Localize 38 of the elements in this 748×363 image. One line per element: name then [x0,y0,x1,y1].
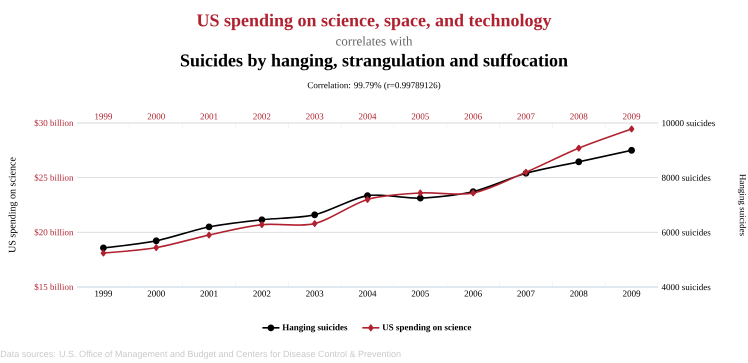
category-label: 1999 [95,290,112,297]
x-tick-label: 2006 [464,113,482,120]
y-tick-label: $15 billion [34,283,74,291]
x-tick-label: 2007 [517,113,535,120]
chart-subtitle: correlates with [336,36,412,46]
y-tick-label: $20 billion [34,228,74,236]
category-label: 2002 [253,290,270,297]
legend-label: US spending on science [382,324,472,332]
y2-tick-label: 4000 suicides [662,284,710,290]
x-tick-label: 2001 [200,113,218,120]
y-tick-label: $25 billion [34,174,74,182]
category-label: 2007 [517,290,535,297]
x-tick-label: 2002 [253,113,270,120]
x-tick-label: 2005 [412,113,429,120]
category-label: 2000 [148,290,165,297]
category-label: 2008 [570,290,588,297]
y2-axis-title: Hanging suicides [738,174,746,236]
y2-tick-label: 8000 suicides [662,174,710,181]
y2-tick-label: 6000 suicides [662,229,710,236]
x-tick-label: 2003 [306,113,324,120]
x-tick-label: 2009 [622,113,640,120]
x-tick-label: 2004 [358,113,376,120]
x-tick-label: 1999 [95,113,112,120]
category-label: 2004 [358,290,376,297]
text: Correlation: 99.79% (r=0.99789126) [308,82,440,90]
category-label: 2005 [412,290,429,297]
category-label: 2001 [200,290,218,297]
x-tick-label: 2000 [148,113,165,120]
y-tick-label: $30 billion [34,119,74,127]
category-label: 2009 [622,290,640,297]
category-label: 2003 [306,290,324,297]
y2-tick-label: 10000 suicides [662,120,715,126]
text: Suicides by hanging, strangulation and suffocation [180,54,568,70]
category-label: 2006 [464,290,482,297]
chart-title: US spending on science, space, and technology [196,14,552,30]
x-tick-label: 2008 [570,113,588,120]
y-axis-title: US spending on science [8,157,18,253]
legend-label: Hanging suicides [282,324,348,332]
